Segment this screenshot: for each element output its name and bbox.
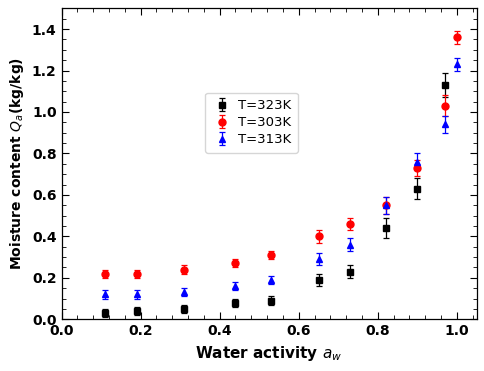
Legend: T=323K, T=303K, T=313K: T=323K, T=303K, T=313K <box>205 93 297 153</box>
X-axis label: Water activity $a_w$: Water activity $a_w$ <box>195 344 342 363</box>
Y-axis label: Moisture content $Q_a$(kg/kg): Moisture content $Q_a$(kg/kg) <box>8 57 26 270</box>
